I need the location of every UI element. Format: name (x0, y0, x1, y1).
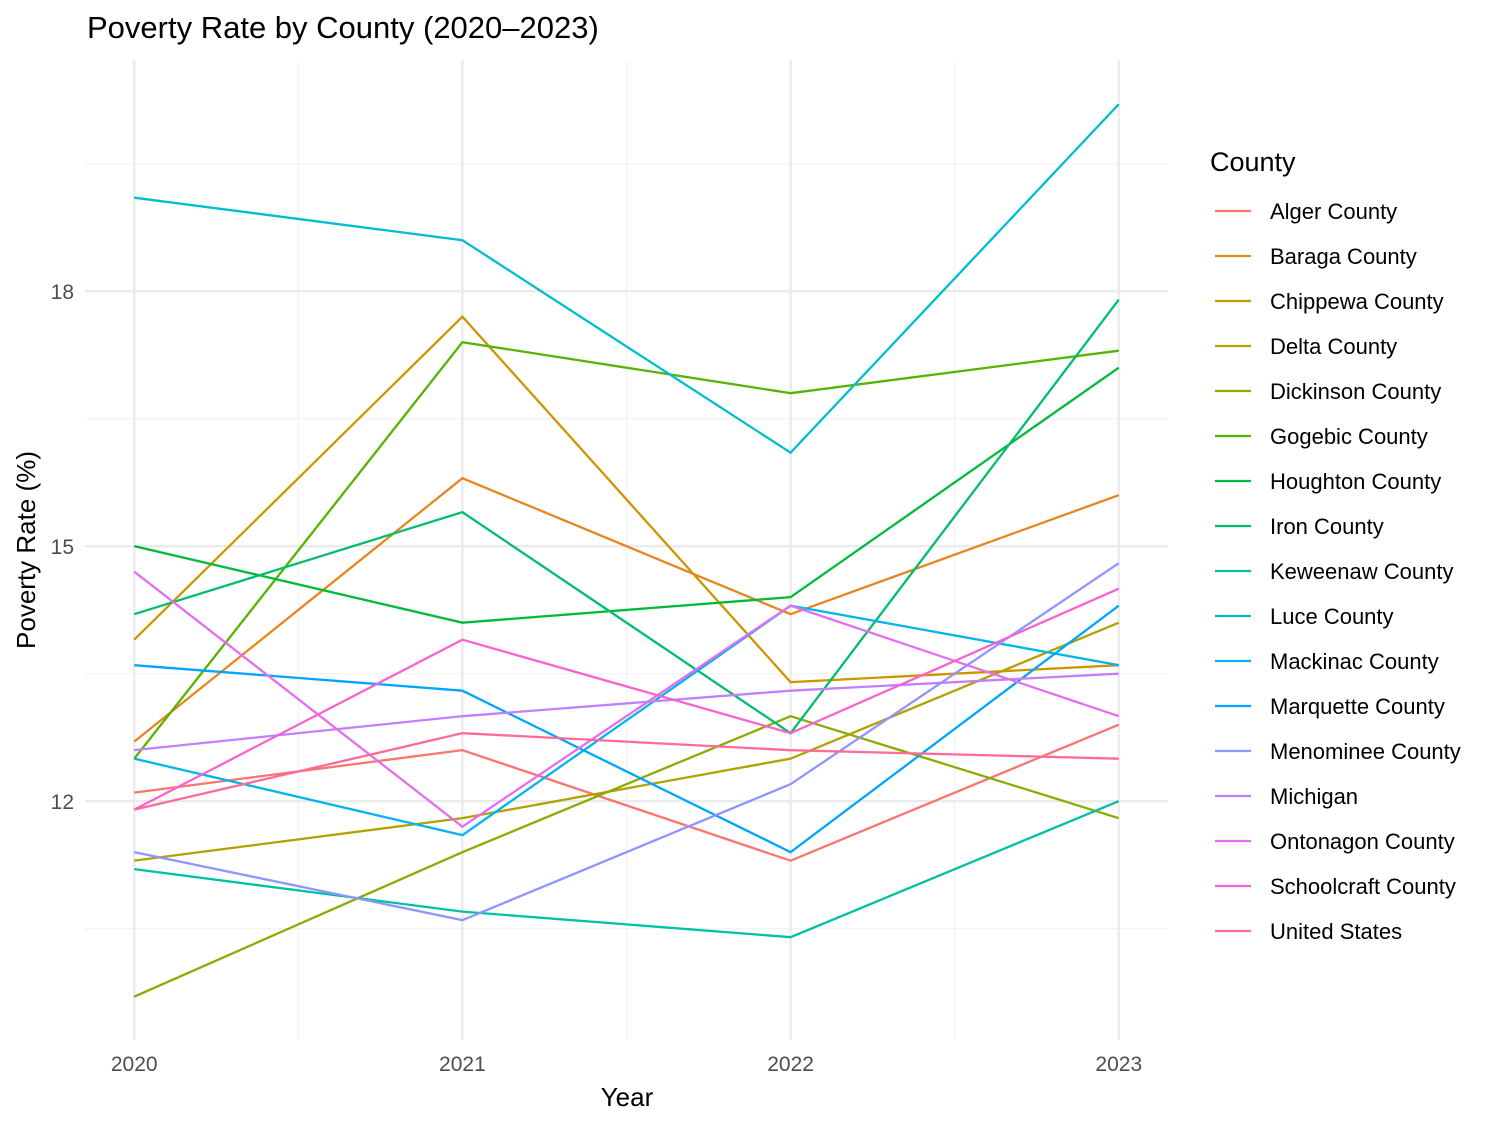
legend-item: Chippewa County (1215, 289, 1444, 314)
x-tick-label: 2020 (111, 1053, 158, 1076)
legend-label: Gogebic County (1270, 424, 1428, 449)
legend-item: Iron County (1215, 514, 1384, 539)
series-line-gogebic-county (133, 340, 1119, 760)
legend-item: Michigan (1215, 784, 1358, 809)
legend-label: Alger County (1270, 199, 1397, 224)
legend-label: Marquette County (1270, 694, 1445, 719)
series-line-houghton-county (133, 366, 1120, 624)
series-line-schoolcraft-county (133, 587, 1120, 811)
x-axis-ticks: 2020 2021 2022 2023 (111, 1053, 1142, 1076)
y-tick-label: 18 (51, 281, 74, 304)
series-line-iron-county (133, 298, 1120, 735)
legend-label: Schoolcraft County (1270, 874, 1456, 899)
legend-label: Michigan (1270, 784, 1358, 809)
legend-label: Iron County (1270, 514, 1384, 539)
legend-label: Houghton County (1270, 469, 1441, 494)
series-line-united-states (133, 732, 1119, 811)
legend-label: United States (1270, 919, 1402, 944)
x-tick-label: 2022 (767, 1053, 814, 1076)
legend-item: Marquette County (1215, 694, 1445, 719)
legend: County Alger County Baraga County Chippewa… (1210, 147, 1461, 944)
series-line-luce-county (134, 103, 1120, 455)
x-axis-label: Year (601, 1082, 654, 1112)
legend-item: United States (1215, 919, 1402, 944)
y-axis-label: Poverty Rate (%) (11, 451, 41, 649)
legend-title: County (1210, 147, 1296, 177)
legend-item: Menominee County (1215, 739, 1461, 764)
x-tick-label: 2021 (439, 1053, 486, 1076)
legend-item: Keweenaw County (1215, 559, 1453, 584)
legend-label: Chippewa County (1270, 289, 1444, 314)
legend-label: Luce County (1270, 604, 1394, 629)
legend-item: Houghton County (1215, 469, 1441, 494)
legend-item: Mackinac County (1215, 649, 1439, 674)
series-line-delta-county (134, 621, 1120, 862)
legend-label: Keweenaw County (1270, 559, 1453, 584)
series-line-baraga-county (133, 476, 1120, 743)
y-axis-ticks: 12 15 18 (51, 281, 74, 814)
legend-label: Delta County (1270, 334, 1397, 359)
legend-item: Schoolcraft County (1215, 874, 1456, 899)
series-line-keweenaw-county (134, 800, 1120, 939)
legend-label: Baraga County (1270, 244, 1417, 269)
legend-label: Menominee County (1270, 739, 1461, 764)
legend-item: Dickinson County (1215, 379, 1441, 404)
legend-item: Gogebic County (1215, 424, 1428, 449)
series-line-michigan (134, 672, 1119, 752)
series-line-menominee-county (133, 562, 1120, 922)
y-tick-label: 12 (51, 791, 74, 814)
legend-item: Alger County (1215, 199, 1397, 224)
x-tick-label: 2023 (1095, 1053, 1142, 1076)
grid (85, 60, 1168, 1040)
series-line-dickinson-county (133, 714, 1120, 998)
series-line-mackinac-county (133, 604, 1119, 837)
series-lines (133, 103, 1120, 998)
legend-label: Ontonagon County (1270, 829, 1455, 854)
legend-item: Ontonagon County (1215, 829, 1455, 854)
legend-label: Dickinson County (1270, 379, 1441, 404)
y-tick-label: 15 (51, 536, 74, 559)
legend-item: Luce County (1215, 604, 1394, 629)
legend-item: Delta County (1215, 334, 1397, 359)
legend-item: Baraga County (1215, 244, 1417, 269)
series-line-marquette-county (134, 604, 1120, 854)
legend-label: Mackinac County (1270, 649, 1439, 674)
chart-title: Poverty Rate by County (2020–2023) (87, 10, 599, 45)
